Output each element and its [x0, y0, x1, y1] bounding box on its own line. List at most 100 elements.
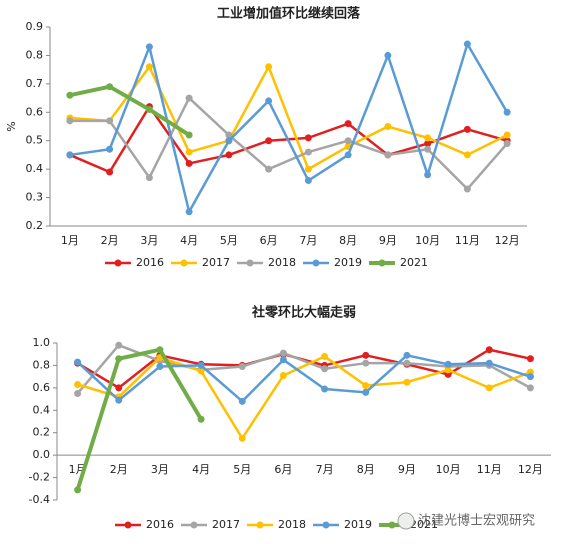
point [115, 355, 123, 363]
legend-marker [246, 259, 254, 267]
point [106, 168, 114, 176]
x-tick-label: 8月 [339, 234, 357, 247]
x-tick-label: 2月 [110, 463, 128, 476]
x-tick-label: 5月 [220, 234, 238, 247]
series-line [76, 343, 532, 395]
point [279, 356, 287, 364]
point [362, 351, 370, 359]
point [225, 131, 233, 139]
y-tick-label: 0.4 [26, 162, 44, 175]
point [197, 367, 205, 375]
x-tick-label: 11月 [455, 234, 480, 247]
chart-title: 工业增加值环比继续回落 [217, 6, 361, 22]
point [344, 120, 352, 128]
point [485, 384, 493, 392]
point [424, 134, 432, 142]
legend-label: 2019 [344, 518, 372, 531]
point [279, 349, 287, 357]
point [444, 360, 452, 368]
point [344, 151, 352, 159]
point [74, 486, 82, 494]
x-tick-label: 7月 [316, 463, 334, 476]
point [424, 145, 432, 153]
point [145, 43, 153, 51]
point [424, 171, 432, 179]
x-tick-label: 9月 [398, 463, 416, 476]
x-tick-label: 2月 [101, 234, 119, 247]
y-axis-label: % [5, 121, 18, 131]
point [321, 352, 329, 360]
point [185, 148, 193, 156]
point [185, 208, 193, 216]
legend-label: 2019 [334, 256, 362, 269]
x-tick-label: 10月 [415, 234, 440, 247]
watermark: 沈建光博士宏观研究 [418, 514, 535, 529]
point [74, 358, 82, 366]
point [384, 123, 392, 130]
x-tick-label: 3月 [151, 463, 169, 476]
point [526, 355, 534, 363]
point [463, 185, 471, 193]
point [106, 83, 114, 91]
y-tick-label: 1.0 [33, 336, 51, 349]
legend-marker [114, 259, 122, 267]
y-tick-label: -0.2 [29, 471, 50, 484]
point [444, 366, 452, 374]
point [145, 105, 153, 113]
y-tick-label: 0.7 [26, 77, 44, 90]
series-line [75, 347, 203, 491]
point [362, 359, 370, 367]
point [304, 134, 312, 142]
y-tick-label: 0.5 [26, 134, 44, 147]
x-tick-label: 6月 [274, 463, 292, 476]
point [265, 63, 273, 71]
y-tick-label: -0.4 [29, 493, 50, 506]
point [106, 145, 114, 153]
point [321, 365, 329, 373]
legend-label: 2016 [136, 256, 164, 269]
point [526, 384, 534, 392]
point [503, 140, 511, 148]
point [384, 151, 392, 159]
legend-marker [322, 521, 330, 529]
point [424, 140, 432, 148]
point [197, 415, 205, 423]
point [304, 165, 312, 173]
y-tick-label: 0.0 [33, 448, 51, 461]
watermark-icon [397, 512, 415, 530]
x-tick-label: 5月 [233, 463, 251, 476]
point [362, 388, 370, 396]
x-tick-label: 10月 [436, 463, 461, 476]
point [321, 385, 329, 393]
series-line [76, 354, 531, 403]
x-tick-label: 11月 [477, 463, 502, 476]
chart-title: 社零环比大幅走弱 [251, 305, 356, 321]
point [115, 396, 123, 404]
point [74, 380, 82, 388]
point [185, 159, 193, 167]
series-line [69, 65, 508, 171]
point [384, 51, 392, 59]
point [304, 148, 312, 156]
point [463, 40, 471, 48]
y-tick-label: 0.8 [33, 358, 51, 371]
point [156, 363, 164, 371]
point [362, 382, 370, 390]
legend-marker [312, 259, 320, 267]
legend-marker [378, 259, 386, 267]
legend-label: 2017 [212, 518, 240, 531]
point [66, 151, 74, 159]
series-line [77, 355, 531, 440]
legend-marker [190, 521, 198, 529]
y-tick-label: 0.6 [33, 381, 51, 394]
point [145, 63, 153, 71]
point [115, 341, 123, 349]
point [106, 117, 114, 125]
legend-label: 2021 [410, 518, 438, 531]
point [115, 384, 123, 392]
point [185, 131, 193, 139]
series-line [69, 42, 509, 214]
point [503, 131, 511, 139]
point [145, 174, 153, 182]
x-tick-label: 12月 [518, 463, 543, 476]
